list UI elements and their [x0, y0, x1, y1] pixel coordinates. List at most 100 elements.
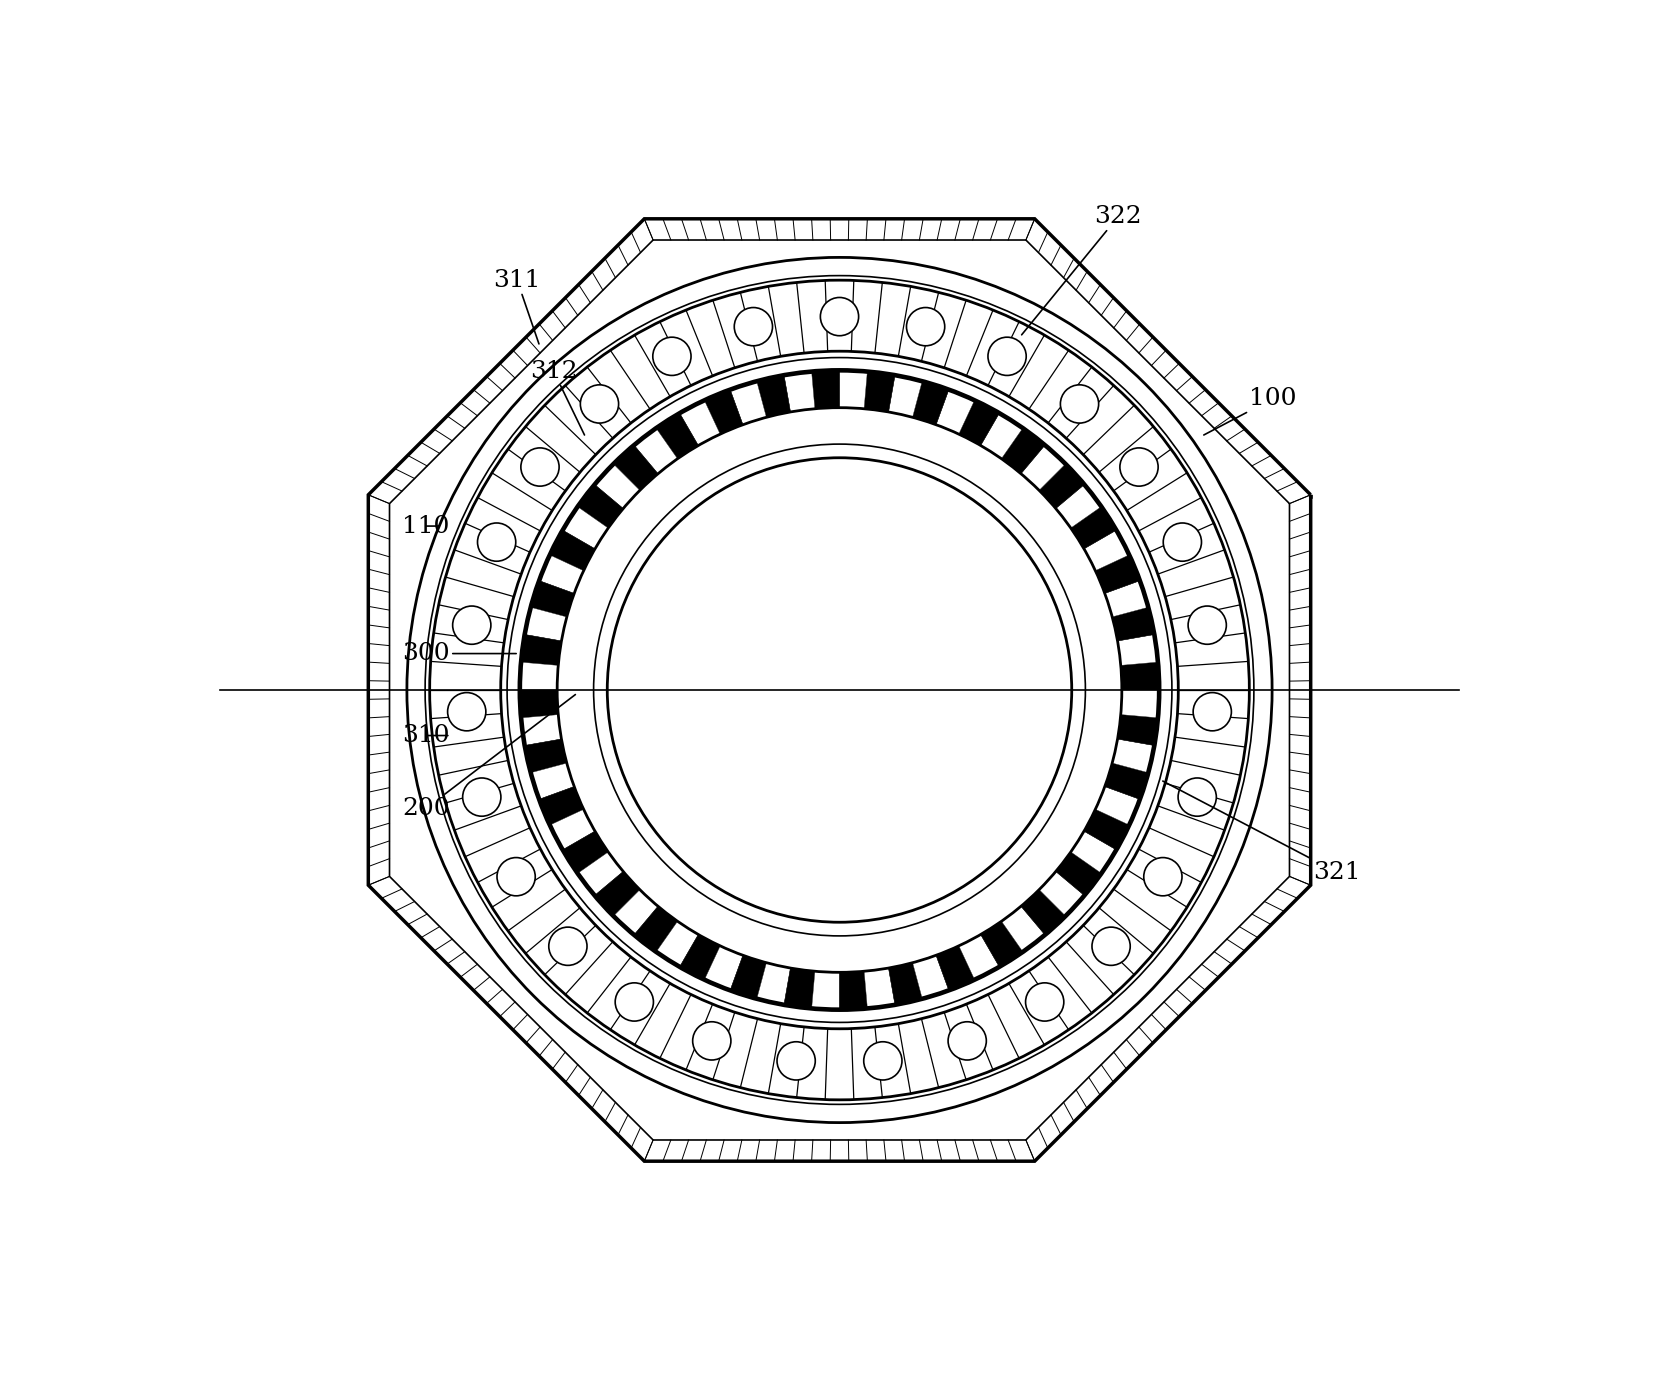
Wedge shape	[705, 945, 742, 989]
Wedge shape	[551, 531, 594, 571]
Wedge shape	[981, 414, 1023, 458]
Wedge shape	[888, 377, 922, 417]
Wedge shape	[1122, 690, 1159, 718]
Wedge shape	[1085, 531, 1128, 571]
Wedge shape	[1056, 486, 1101, 529]
Wedge shape	[596, 872, 640, 915]
Circle shape	[477, 523, 515, 562]
Text: 311: 311	[494, 269, 541, 344]
Wedge shape	[840, 371, 868, 408]
Wedge shape	[680, 934, 720, 978]
Circle shape	[987, 337, 1026, 375]
Text: 110: 110	[403, 515, 450, 538]
Wedge shape	[1021, 446, 1064, 490]
Wedge shape	[578, 486, 623, 529]
Circle shape	[653, 337, 692, 375]
Wedge shape	[615, 890, 658, 934]
Wedge shape	[757, 377, 791, 417]
Circle shape	[949, 1021, 986, 1060]
Circle shape	[463, 778, 500, 816]
Wedge shape	[520, 690, 557, 718]
Wedge shape	[913, 955, 949, 998]
Circle shape	[448, 693, 485, 731]
Wedge shape	[1095, 555, 1138, 593]
Wedge shape	[840, 972, 868, 1009]
Text: 310: 310	[403, 724, 450, 747]
Wedge shape	[865, 967, 895, 1007]
Circle shape	[1091, 927, 1130, 966]
Wedge shape	[541, 787, 584, 825]
Circle shape	[1143, 857, 1182, 896]
Wedge shape	[730, 382, 766, 425]
Wedge shape	[1095, 787, 1138, 825]
Wedge shape	[1118, 635, 1157, 665]
Wedge shape	[913, 382, 949, 425]
Wedge shape	[865, 373, 895, 413]
Circle shape	[497, 857, 536, 896]
Wedge shape	[705, 391, 742, 435]
Wedge shape	[888, 963, 922, 1003]
Circle shape	[549, 927, 588, 966]
Wedge shape	[656, 414, 698, 458]
Circle shape	[579, 431, 1100, 949]
Wedge shape	[811, 371, 840, 408]
Circle shape	[557, 407, 1122, 973]
Wedge shape	[522, 635, 561, 665]
Wedge shape	[551, 809, 594, 849]
Wedge shape	[635, 907, 678, 951]
Text: 321: 321	[1164, 781, 1360, 883]
Circle shape	[608, 458, 1071, 922]
Text: 300: 300	[403, 642, 515, 665]
Text: 322: 322	[1021, 204, 1142, 335]
Wedge shape	[1105, 763, 1147, 799]
Circle shape	[1189, 606, 1226, 644]
Circle shape	[821, 298, 858, 335]
Circle shape	[1026, 983, 1064, 1021]
Circle shape	[430, 280, 1249, 1100]
Wedge shape	[578, 851, 623, 894]
Wedge shape	[959, 402, 999, 446]
Circle shape	[520, 371, 1159, 1009]
Wedge shape	[811, 972, 840, 1009]
Circle shape	[907, 308, 945, 346]
Wedge shape	[1001, 429, 1044, 473]
Text: 200: 200	[403, 694, 576, 820]
Wedge shape	[564, 508, 608, 549]
Text: 100: 100	[1204, 386, 1296, 435]
Wedge shape	[1122, 662, 1159, 690]
Wedge shape	[1111, 607, 1153, 640]
Wedge shape	[937, 391, 974, 435]
Wedge shape	[532, 763, 574, 799]
Wedge shape	[730, 955, 766, 998]
Circle shape	[425, 276, 1254, 1104]
Circle shape	[863, 1042, 902, 1081]
Wedge shape	[1039, 872, 1083, 915]
Circle shape	[693, 1021, 730, 1060]
Wedge shape	[1111, 740, 1153, 773]
Wedge shape	[615, 446, 658, 490]
Wedge shape	[680, 402, 720, 446]
Wedge shape	[1021, 890, 1064, 934]
Circle shape	[615, 983, 653, 1021]
Polygon shape	[368, 219, 1311, 1161]
Circle shape	[519, 370, 1160, 1010]
Wedge shape	[1071, 831, 1115, 872]
Circle shape	[581, 385, 618, 424]
Wedge shape	[1039, 465, 1083, 508]
Circle shape	[1061, 385, 1098, 424]
Wedge shape	[1085, 809, 1128, 849]
Circle shape	[1164, 523, 1202, 562]
Wedge shape	[526, 607, 568, 640]
Wedge shape	[564, 831, 608, 872]
Wedge shape	[1071, 508, 1115, 549]
Wedge shape	[1056, 851, 1101, 894]
Wedge shape	[596, 465, 640, 508]
Wedge shape	[656, 922, 698, 966]
Wedge shape	[532, 581, 574, 617]
Wedge shape	[635, 429, 678, 473]
Wedge shape	[1118, 715, 1157, 745]
Text: 312: 312	[531, 360, 584, 435]
Circle shape	[406, 258, 1273, 1122]
Wedge shape	[1105, 581, 1147, 617]
Circle shape	[1179, 778, 1216, 816]
